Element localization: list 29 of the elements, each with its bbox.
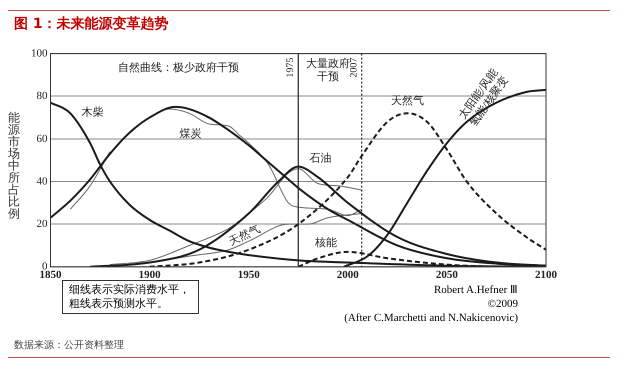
series-label: 核能: [314, 236, 337, 249]
y-tick-label: 100: [31, 47, 48, 60]
annotation: 大量政府干预: [305, 57, 350, 83]
series-label: 煤炭: [179, 126, 202, 140]
ref-line-label: 1975: [284, 58, 296, 78]
annotation: 自然曲线：极少政府干预: [118, 61, 239, 74]
x-tick-label: 1850: [40, 269, 62, 282]
y-tick-label: 20: [36, 218, 48, 230]
text: 能源市场中所占比例: [8, 110, 20, 220]
text: Robert A.Hefner Ⅲ: [432, 283, 518, 297]
text: ©2009: [486, 297, 518, 311]
x-tick-label: 1950: [238, 269, 260, 282]
series-label: 木柴: [82, 106, 104, 119]
annotation: 天然气: [227, 223, 262, 248]
x-tick-label: 2100: [535, 269, 558, 282]
text: 太阳能/风能氢能/核聚变: [456, 66, 511, 129]
y-tick-label: 40: [36, 175, 48, 188]
series-label: 天然气: [390, 95, 424, 108]
ref-line-label: 2007: [348, 58, 360, 78]
x-tick-label: 1900: [138, 269, 162, 282]
chart-title: 图 1：未来能源变革趋势: [14, 15, 169, 33]
text: 细线表示实际消费水平，粗线表示预测水平。: [62, 280, 199, 314]
x-tick-label: 2050: [436, 269, 458, 282]
y-tick-label: 80: [36, 90, 48, 102]
text: (After C.Marchetti and N.Nakicenovic): [344, 311, 518, 325]
y-tick-label: 60: [36, 132, 48, 145]
x-tick-label: 2000: [336, 269, 360, 282]
source-note: 数据来源：公开资料整理: [14, 338, 124, 352]
series-label: 石油: [309, 151, 332, 164]
